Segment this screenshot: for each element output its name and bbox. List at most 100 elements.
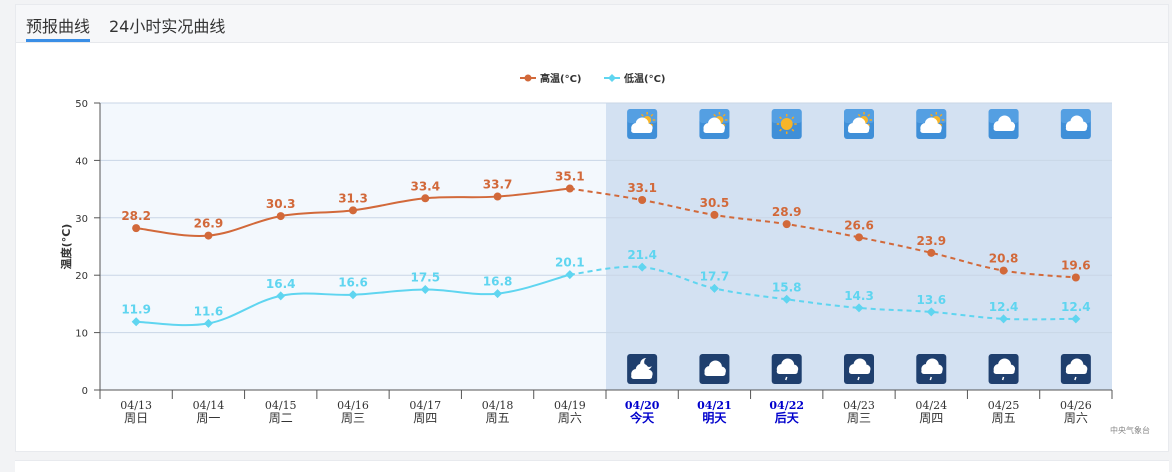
moon-shadow: [644, 357, 655, 367]
sun-ray: [713, 113, 717, 117]
legend-label: 高温(°C): [540, 72, 581, 85]
low-temp-label: 15.8: [772, 280, 802, 294]
high-temp-point[interactable]: [710, 210, 719, 219]
x-day-label: 周日: [124, 411, 148, 425]
low-temp-point[interactable]: [637, 262, 647, 272]
high-temp-point[interactable]: [927, 248, 936, 257]
rain-drop: [929, 376, 932, 381]
y-axis-title: 温度(°C): [59, 224, 73, 270]
sun-ray: [640, 113, 644, 117]
high-temp-point[interactable]: [638, 196, 647, 205]
x-day-label: 周四: [413, 411, 437, 425]
low-temp-point[interactable]: [926, 307, 936, 317]
low-temp-point[interactable]: [999, 314, 1009, 324]
next-panel-edge: [15, 460, 1169, 472]
legend-low-temp[interactable]: 低温(°C): [604, 72, 665, 85]
rain-drop: [785, 376, 788, 381]
x-day-label: 周二: [269, 411, 293, 425]
cloud-part: [776, 369, 798, 374]
low-temp-point[interactable]: [420, 285, 430, 295]
high-temp-point[interactable]: [132, 224, 141, 233]
low-temp-point[interactable]: [854, 303, 864, 313]
high-temp-point[interactable]: [1071, 273, 1080, 282]
sun-ray: [939, 113, 943, 117]
rain-drop: [1074, 376, 1077, 381]
low-temp-label: 21.4: [627, 248, 657, 262]
high-temp-point[interactable]: [855, 233, 863, 242]
sun-ray: [867, 123, 871, 127]
cloud-part: [704, 371, 726, 376]
high-temp-point[interactable]: [999, 266, 1008, 275]
high-temp-point[interactable]: [565, 184, 574, 193]
low-temp-point[interactable]: [709, 283, 719, 293]
high-temp-point[interactable]: [349, 206, 357, 215]
observed-region: [100, 103, 606, 390]
high-temp-point[interactable]: [276, 212, 285, 221]
high-temp-label: 26.9: [194, 217, 224, 231]
low-temp-point[interactable]: [276, 291, 286, 301]
low-temp-point[interactable]: [1071, 314, 1081, 324]
y-tick-label: 40: [75, 156, 88, 167]
x-date-label: 04/21: [697, 399, 732, 412]
light-rain-icon: [771, 354, 802, 384]
high-temp-label: 23.9: [916, 234, 946, 248]
low-temp-label: 11.6: [194, 304, 224, 318]
x-date-label: 04/13: [120, 399, 152, 412]
x-date-label: 04/16: [337, 399, 369, 412]
low-temp-point[interactable]: [131, 317, 141, 327]
low-temp-point[interactable]: [782, 294, 792, 304]
legend-high-temp[interactable]: 高温(°C): [520, 72, 581, 85]
low-temp-label: 16.6: [338, 276, 368, 290]
cloud-part: [921, 369, 943, 374]
x-date-label: 04/17: [409, 399, 441, 412]
high-temp-label: 33.7: [483, 178, 513, 192]
high-temp-point[interactable]: [782, 220, 791, 229]
x-date-label: 04/23: [843, 399, 875, 412]
x-date-label: 04/14: [193, 399, 225, 412]
high-temp-label: 19.6: [1061, 258, 1091, 272]
x-date-label: 04/26: [1060, 399, 1092, 412]
tab-24h-observed-curve[interactable]: 24小时实况曲线: [109, 17, 226, 36]
sun-ray: [650, 123, 654, 127]
low-temp-label: 11.9: [121, 303, 151, 317]
x-day-label: 周六: [558, 411, 582, 425]
sun-ray: [722, 123, 726, 127]
y-tick-label: 50: [75, 99, 88, 110]
rain-drop: [1001, 376, 1005, 381]
low-temp-label: 14.3: [844, 289, 874, 303]
series-0-forecast-line: [569, 187, 1076, 279]
tab-forecast-curve[interactable]: 预报曲线: [26, 13, 91, 42]
high-temp-label: 26.6: [844, 218, 874, 232]
light-rain-icon: [844, 354, 874, 384]
partly-cloudy-icon: [916, 109, 947, 139]
x-day-label: 周六: [1064, 411, 1088, 425]
low-temp-point[interactable]: [203, 318, 213, 328]
chart-credit: 中央气象台: [1110, 425, 1150, 435]
high-temp-label: 35.1: [555, 170, 585, 184]
forecast-region: [606, 103, 1112, 390]
x-day-label: 周三: [341, 411, 365, 425]
low-temp-point[interactable]: [565, 270, 575, 280]
rain-drop: [857, 376, 860, 381]
cloud-part: [993, 126, 1015, 131]
high-temp-point[interactable]: [421, 194, 430, 203]
x-day-label: 周四: [919, 411, 943, 425]
low-temp-point[interactable]: [348, 290, 358, 300]
sun-disc: [780, 118, 793, 130]
cloud-part: [993, 369, 1015, 374]
cloudy-icon: [1060, 109, 1091, 139]
cloudy-icon: [988, 109, 1019, 139]
sun-ray: [930, 113, 933, 117]
partly-cloudy-icon: [627, 109, 658, 139]
light-rain-icon: [916, 354, 947, 384]
sun-ray: [650, 113, 654, 117]
x-day-label: 周五: [486, 411, 510, 425]
legend-marker: [524, 74, 532, 82]
low-temp-point[interactable]: [493, 289, 503, 299]
high-temp-point[interactable]: [204, 231, 213, 240]
cloud-part: [920, 128, 942, 133]
y-tick-label: 20: [75, 271, 88, 282]
series-1-forecast-line: [569, 265, 1076, 321]
legend-marker: [608, 74, 616, 82]
high-temp-point[interactable]: [493, 192, 502, 201]
